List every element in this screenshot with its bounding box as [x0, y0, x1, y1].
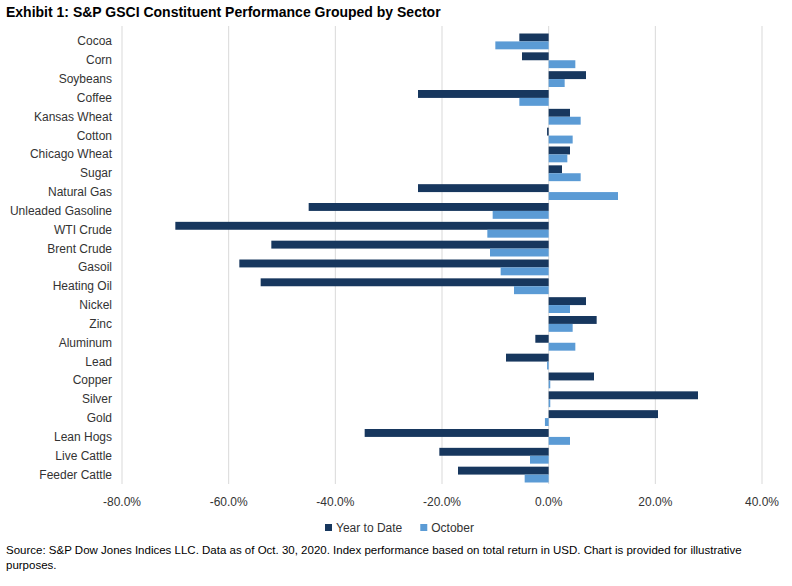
category-label: Corn: [86, 53, 112, 67]
chart: -80.0% -60.0% -40.0% -20.0% 0.0% 20.0% 40.0% Co…: [0, 0, 792, 586]
bar: [530, 456, 549, 464]
category-label: Coffee: [77, 91, 112, 105]
bar: [549, 154, 568, 162]
category-label: Heating Oil: [53, 279, 112, 293]
legend-label: October: [431, 521, 474, 535]
tick-label: 0.0%: [535, 495, 563, 509]
bar: [549, 343, 576, 351]
bar: [549, 324, 573, 332]
bar: [239, 260, 548, 268]
category-label: Nickel: [79, 298, 112, 312]
category-label: Aluminum: [59, 336, 112, 350]
bar: [549, 192, 618, 200]
grid-line: [762, 26, 763, 484]
legend-swatch: [325, 524, 332, 531]
bar: [549, 71, 586, 79]
category-label: Cocoa: [77, 34, 112, 48]
grid-line: [228, 26, 229, 484]
tick-label: -60.0%: [210, 495, 248, 509]
bars: [175, 34, 698, 483]
bar: [549, 316, 597, 324]
bar: [418, 90, 549, 98]
grid-line: [122, 26, 123, 484]
bar: [271, 241, 548, 249]
category-label: Soybeans: [59, 72, 112, 86]
category-label: Cotton: [77, 129, 112, 143]
legend-label: Year to Date: [336, 521, 403, 535]
tick-label: -20.0%: [423, 495, 461, 509]
grid-line: [335, 26, 336, 484]
category-label: Natural Gas: [48, 185, 112, 199]
tick-label: 20.0%: [638, 495, 672, 509]
tick-label: -80.0%: [103, 495, 141, 509]
category-label: Chicago Wheat: [30, 147, 113, 161]
bar: [547, 362, 549, 370]
bar: [535, 335, 548, 343]
bar: [261, 278, 549, 286]
bar: [175, 222, 548, 230]
category-label: Copper: [73, 373, 112, 387]
category-label: Brent Crude: [47, 242, 112, 256]
bar: [549, 165, 562, 173]
bar: [549, 373, 594, 381]
bar: [549, 79, 565, 87]
bar: [549, 399, 551, 407]
bar: [549, 173, 581, 181]
category-label: WTI Crude: [54, 223, 112, 237]
bar: [495, 41, 548, 49]
category-label: Gold: [87, 411, 112, 425]
bar: [549, 136, 573, 144]
bar: [545, 418, 549, 426]
bar: [549, 109, 570, 117]
tick-label: -40.0%: [316, 495, 354, 509]
bar: [493, 211, 549, 219]
category-label: Live Cattle: [55, 449, 112, 463]
bar: [549, 117, 581, 125]
category-label: Unleaded Gasoline: [10, 204, 112, 218]
category-label: Kansas Wheat: [34, 110, 113, 124]
bar: [458, 467, 549, 475]
category-label: Sugar: [80, 166, 112, 180]
category-label: Zinc: [89, 317, 112, 331]
bar: [519, 34, 548, 42]
category-label: Lean Hogs: [54, 430, 112, 444]
bar: [549, 391, 698, 399]
bar: [547, 128, 549, 136]
bar: [365, 429, 549, 437]
bar: [549, 380, 551, 388]
bar: [309, 203, 549, 211]
category-label: Lead: [85, 355, 112, 369]
bar: [549, 437, 570, 445]
bar: [439, 448, 548, 456]
category-label: Silver: [82, 392, 112, 406]
bar: [549, 60, 576, 68]
bar: [506, 354, 549, 362]
bar: [487, 230, 548, 238]
tick-label: 40.0%: [745, 495, 779, 509]
bar: [549, 410, 658, 418]
bar: [514, 286, 549, 294]
category-label: Gasoil: [78, 260, 112, 274]
bar: [490, 249, 549, 257]
bar: [418, 184, 549, 192]
bar: [549, 297, 586, 305]
legend-swatch: [420, 524, 427, 531]
bar: [549, 147, 570, 155]
bar: [501, 267, 549, 275]
category-label: Feeder Cattle: [39, 468, 112, 482]
bar: [519, 98, 548, 106]
title: Exhibit 1: S&P GSCI Constituent Performa…: [6, 4, 441, 20]
bar: [549, 305, 570, 313]
bar: [525, 475, 549, 483]
source-note: Source: S&P Dow Jones Indices LLC. Data …: [6, 543, 786, 573]
bar: [522, 52, 549, 60]
